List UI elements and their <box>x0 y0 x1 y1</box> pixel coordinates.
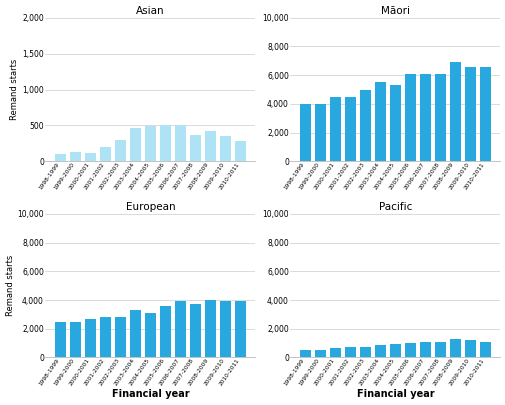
Bar <box>99 147 111 161</box>
Bar <box>359 90 370 161</box>
Bar <box>374 345 385 358</box>
Bar <box>115 140 126 161</box>
Bar <box>449 339 460 358</box>
Bar <box>434 75 445 161</box>
Bar <box>464 66 475 161</box>
Bar <box>144 313 156 358</box>
Bar <box>129 128 141 161</box>
Bar <box>479 66 490 161</box>
Bar <box>419 74 430 161</box>
Bar <box>189 304 200 358</box>
Bar <box>189 135 200 161</box>
Bar <box>55 322 66 358</box>
Bar <box>160 306 171 358</box>
Bar <box>205 131 216 161</box>
Bar <box>389 344 400 358</box>
X-axis label: Financial year: Financial year <box>111 390 189 399</box>
Bar <box>299 350 311 358</box>
Bar <box>314 350 326 358</box>
Bar <box>174 125 186 161</box>
Bar <box>219 136 230 161</box>
Bar <box>85 319 96 358</box>
Y-axis label: Remand starts: Remand starts <box>6 255 15 316</box>
Bar <box>329 348 340 358</box>
Bar <box>55 154 66 161</box>
Bar <box>160 126 171 161</box>
Bar <box>374 82 385 161</box>
Bar <box>404 343 415 358</box>
Bar <box>404 74 415 161</box>
X-axis label: Financial year: Financial year <box>356 390 433 399</box>
Bar <box>85 153 96 161</box>
Bar <box>234 301 245 358</box>
Bar <box>479 342 490 358</box>
Bar <box>115 317 126 358</box>
Bar <box>70 322 81 358</box>
Bar <box>434 342 445 358</box>
Y-axis label: Remand starts: Remand starts <box>11 59 19 120</box>
Bar <box>359 347 370 358</box>
Bar <box>344 347 356 358</box>
Title: Asian: Asian <box>136 6 164 15</box>
Bar <box>234 141 245 161</box>
Bar <box>144 126 156 161</box>
Bar <box>99 317 111 358</box>
Bar <box>344 98 356 161</box>
Title: European: European <box>125 202 175 212</box>
Bar <box>464 339 475 358</box>
Bar <box>205 300 216 358</box>
Bar <box>174 301 186 358</box>
Bar <box>329 98 340 161</box>
Bar <box>419 342 430 358</box>
Bar <box>389 85 400 161</box>
Bar <box>449 62 460 161</box>
Bar <box>299 104 311 161</box>
Bar <box>219 301 230 358</box>
Title: Māori: Māori <box>380 6 409 15</box>
Title: Pacific: Pacific <box>378 202 411 212</box>
Bar <box>129 310 141 358</box>
Bar <box>314 104 326 161</box>
Bar <box>70 152 81 161</box>
